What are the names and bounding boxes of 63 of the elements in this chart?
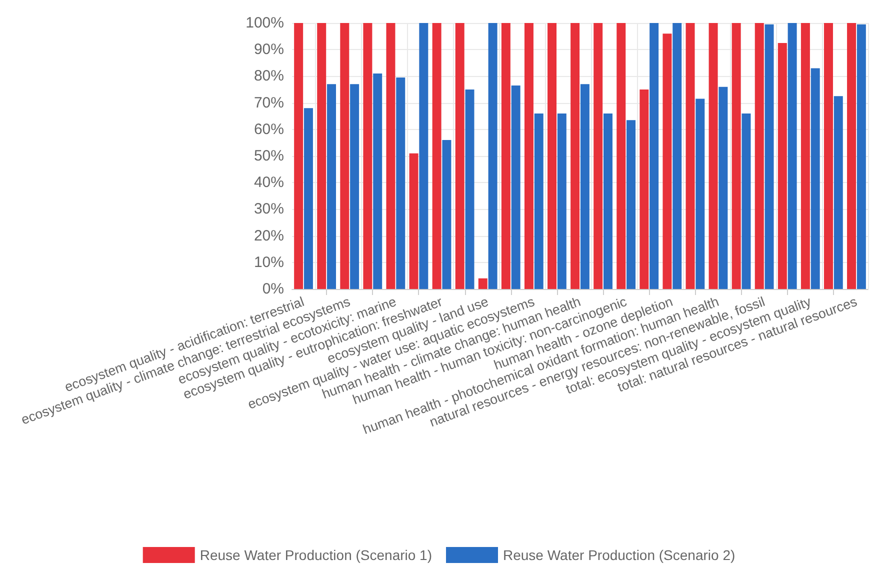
y-tick-label: 0% [262, 280, 284, 298]
bar [442, 140, 452, 289]
bar [511, 86, 520, 289]
bar [616, 23, 626, 289]
bar [419, 23, 428, 289]
y-tick-label: 20% [254, 227, 284, 244]
bar [626, 120, 636, 289]
bar [847, 23, 856, 289]
bar [856, 24, 866, 289]
bar [524, 23, 534, 289]
bar [764, 24, 774, 289]
y-tick-label: 100% [246, 14, 284, 32]
bar [363, 23, 372, 289]
bar [580, 84, 590, 289]
bar [548, 23, 557, 289]
bar [603, 113, 612, 289]
bar [534, 113, 544, 289]
bar [594, 23, 603, 289]
y-tick-label: 40% [254, 174, 284, 192]
y-tick-label: 80% [254, 68, 284, 85]
bar [557, 113, 566, 289]
bar [650, 23, 659, 289]
bar [409, 153, 418, 289]
bar [662, 34, 672, 289]
y-tick-label: 90% [254, 41, 284, 58]
bar [686, 23, 695, 289]
bar [501, 23, 510, 289]
bar [800, 23, 810, 289]
bar [834, 96, 843, 289]
bar [455, 23, 464, 289]
bar [696, 98, 705, 289]
bar [732, 23, 741, 289]
bar [488, 23, 498, 289]
y-tick-label: 50% [254, 148, 284, 164]
bar [386, 23, 396, 289]
bar [672, 23, 682, 289]
bar [754, 23, 764, 289]
y-tick-label: 70% [254, 94, 284, 112]
bar [570, 23, 580, 289]
bar [640, 90, 649, 289]
bar [778, 42, 787, 289]
bar [718, 86, 728, 289]
bar [350, 84, 360, 289]
bar [340, 23, 350, 289]
bar [304, 108, 313, 289]
y-tick-label: 30% [254, 200, 284, 218]
legend-label: Reuse Water Production (Scenario 1) [200, 547, 432, 563]
y-tick-label: 60% [254, 120, 284, 138]
bar [373, 74, 382, 289]
bar [465, 90, 474, 289]
bar [810, 68, 820, 289]
bar [294, 23, 304, 289]
bar [824, 23, 833, 289]
bar [317, 23, 326, 289]
bar [432, 23, 442, 289]
bar [742, 113, 751, 289]
y-tick-label: 10% [254, 254, 284, 271]
bar [478, 278, 488, 289]
bar [788, 23, 797, 289]
bar [396, 78, 406, 289]
bar [708, 23, 718, 289]
legend-label: Reuse Water Production (Scenario 2) [503, 547, 736, 563]
bar [327, 84, 336, 289]
